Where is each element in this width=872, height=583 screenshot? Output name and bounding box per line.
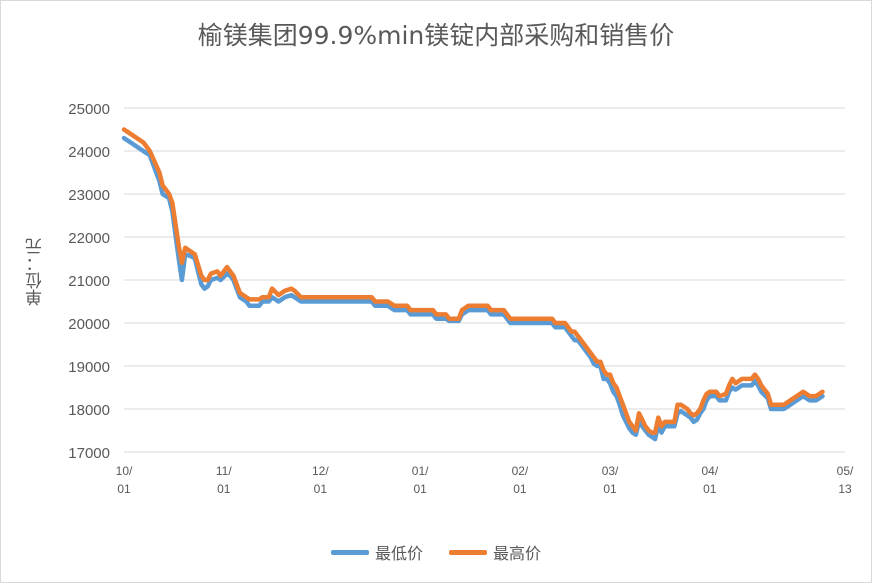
x-tick-label-bottom: 01: [117, 482, 131, 496]
x-tick-label-top: 10/: [116, 464, 133, 478]
chart-legend: 最低价 最高价: [0, 540, 872, 564]
chart-title: 榆镁集团99.9%min镁锭内部采购和销售价: [197, 21, 675, 50]
x-tick-label-top: 02/: [512, 464, 529, 478]
legend-swatch-high: [449, 549, 487, 555]
x-tick-label-top: 05/: [837, 464, 854, 478]
y-tick-label-21000: 21000: [68, 273, 110, 290]
series-line-high: [121, 127, 825, 435]
x-tick-label-bottom: 01: [703, 482, 717, 496]
x-tick-label-bottom: 01: [217, 482, 231, 496]
y-tick-label-17000: 17000: [68, 445, 110, 462]
series-line-low: [121, 135, 825, 442]
x-tick-label-top: 03/: [602, 464, 619, 478]
y-tick-label-25000: 25000: [68, 101, 110, 118]
legend-label-high: 最高价: [493, 544, 542, 563]
x-tick-label-bottom: 01: [314, 482, 328, 496]
x-tick-label-bottom: 01: [413, 482, 427, 496]
legend-label-low: 最低价: [374, 544, 423, 563]
x-tick-label-bottom: 01: [513, 482, 527, 496]
y-tick-label-19000: 19000: [68, 359, 110, 376]
x-tick-label-bottom: 13: [838, 482, 852, 496]
x-tick-label-top: 01/: [412, 464, 429, 478]
x-tick-label-top: 11/: [216, 464, 232, 478]
y-tick-label-22000: 22000: [68, 230, 110, 247]
y-tick-label-18000: 18000: [68, 402, 110, 419]
x-tick-label-top: 04/: [701, 464, 718, 478]
x-tick-label-top: 12/: [312, 464, 329, 478]
legend-swatch-low: [330, 549, 369, 555]
x-tick-label-bottom: 01: [603, 482, 617, 496]
y-tick-label-24000: 24000: [68, 144, 110, 161]
legend-item-low: 最低价: [330, 540, 423, 564]
y-tick-label-23000: 23000: [68, 187, 110, 204]
legend-item-high: 最高价: [449, 540, 541, 564]
y-tick-label-20000: 20000: [68, 316, 110, 333]
